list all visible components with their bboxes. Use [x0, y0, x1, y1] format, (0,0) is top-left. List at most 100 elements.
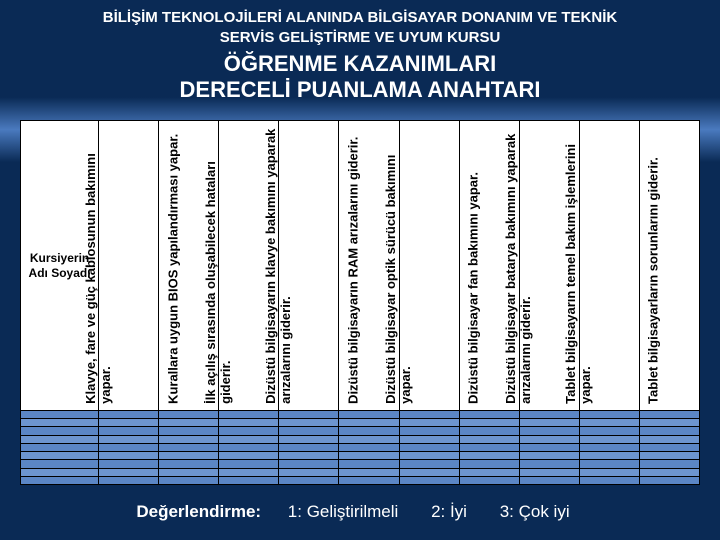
criterion-label: Dizüstü bilgisayarın klavye bakımını yap… [264, 124, 294, 404]
table-cell [519, 452, 579, 460]
criterion-header: Klavye, fare ve güç kablosunun bakımını … [99, 121, 159, 411]
table-cell [399, 476, 459, 484]
legend-item: 1: Geliştirilmeli [288, 502, 399, 521]
criterion-header: Tablet bilgisayarların sorunlarını gider… [639, 121, 699, 411]
table-cell [21, 435, 99, 443]
table-cell [339, 427, 399, 435]
table-cell [459, 452, 519, 460]
table-cell [21, 452, 99, 460]
table-cell [219, 460, 279, 468]
table-cell [219, 411, 279, 419]
table-cell [579, 443, 639, 451]
table-cell [519, 476, 579, 484]
table-cell [519, 468, 579, 476]
table-cell [399, 435, 459, 443]
main-title: ÖĞRENME KAZANIMLARI DERECELİ PUANLAMA AN… [20, 51, 700, 104]
table-cell [639, 411, 699, 419]
legend-item: 3: Çok iyi [500, 502, 570, 521]
table-cell [459, 419, 519, 427]
table-cell [519, 419, 579, 427]
table-cell [159, 452, 219, 460]
legend-label: Değerlendirme: [136, 502, 261, 521]
table-cell [339, 476, 399, 484]
table-cell [519, 435, 579, 443]
table-cell [21, 411, 99, 419]
criterion-label: Klavye, fare ve güç kablosunun bakımını … [84, 124, 114, 404]
table-cell [579, 419, 639, 427]
table-cell [579, 435, 639, 443]
course-title: BİLİŞİM TEKNOLOJİLERİ ALANINDA BİLGİSAYA… [20, 8, 700, 47]
table-cell [99, 435, 159, 443]
table-cell [339, 443, 399, 451]
table-cell [399, 468, 459, 476]
table-row [21, 460, 700, 468]
table-cell [99, 427, 159, 435]
table-cell [21, 460, 99, 468]
criterion-header: Dizüstü bilgisayarın klavye bakımını yap… [279, 121, 339, 411]
table-cell [459, 460, 519, 468]
criterion-label: Dizüstü bilgisayarın RAM arızalarını gid… [347, 124, 362, 404]
table-cell [579, 427, 639, 435]
table-row [21, 411, 700, 419]
criterion-label: Tablet bilgisayarın temel bakım işlemler… [564, 124, 594, 404]
table-cell [399, 419, 459, 427]
criterion-label: Dizüstü bilgisayar batarya bakımını yapa… [504, 124, 534, 404]
table-cell [579, 460, 639, 468]
table-cell [279, 435, 339, 443]
table-row [21, 427, 700, 435]
table-cell [399, 460, 459, 468]
table-cell [639, 460, 699, 468]
table-cell [219, 427, 279, 435]
table-cell [21, 419, 99, 427]
table-cell [519, 427, 579, 435]
legend: Değerlendirme: 1: Geliştirilmeli 2: İyi … [0, 502, 720, 522]
criterion-label: Tablet bilgisayarların sorunlarını gider… [647, 124, 662, 404]
criterion-label: Dizüstü bilgisayar optik sürücü bakımını… [384, 124, 414, 404]
table-cell [639, 435, 699, 443]
criterion-label: Kurallara uygun BIOS yapılandırması yapa… [166, 124, 181, 404]
table-cell [579, 476, 639, 484]
table-cell [279, 443, 339, 451]
table-cell [219, 443, 279, 451]
table-cell [339, 435, 399, 443]
table-cell [459, 468, 519, 476]
slide-header: BİLİŞİM TEKNOLOJİLERİ ALANINDA BİLGİSAYA… [0, 0, 720, 104]
criterion-header: Tablet bilgisayarın temel bakım işlemler… [579, 121, 639, 411]
name-column-label: Kursiyerin Adı Soyadı [29, 251, 91, 279]
table-cell [99, 476, 159, 484]
table-cell [21, 443, 99, 451]
table-cell [639, 452, 699, 460]
table-row [21, 435, 700, 443]
table-cell [339, 468, 399, 476]
rubric-table-wrap: Kursiyerin Adı Soyadı Klavye, fare ve gü… [20, 120, 700, 485]
table-cell [159, 411, 219, 419]
table-cell [279, 427, 339, 435]
table-cell [219, 468, 279, 476]
table-cell [159, 435, 219, 443]
table-cell [579, 411, 639, 419]
table-cell [639, 427, 699, 435]
table-row [21, 476, 700, 484]
table-cell [639, 443, 699, 451]
table-cell [279, 452, 339, 460]
table-cell [459, 411, 519, 419]
table-cell [219, 419, 279, 427]
table-cell [159, 443, 219, 451]
table-cell [399, 411, 459, 419]
table-cell [159, 476, 219, 484]
table-cell [159, 427, 219, 435]
table-cell [279, 476, 339, 484]
table-cell [339, 419, 399, 427]
table-cell [21, 427, 99, 435]
table-cell [159, 419, 219, 427]
table-cell [279, 419, 339, 427]
table-cell [639, 476, 699, 484]
table-cell [279, 468, 339, 476]
table-cell [339, 411, 399, 419]
table-cell [519, 460, 579, 468]
table-cell [219, 452, 279, 460]
table-cell [339, 460, 399, 468]
table-cell [639, 468, 699, 476]
table-cell [519, 411, 579, 419]
table-cell [159, 460, 219, 468]
